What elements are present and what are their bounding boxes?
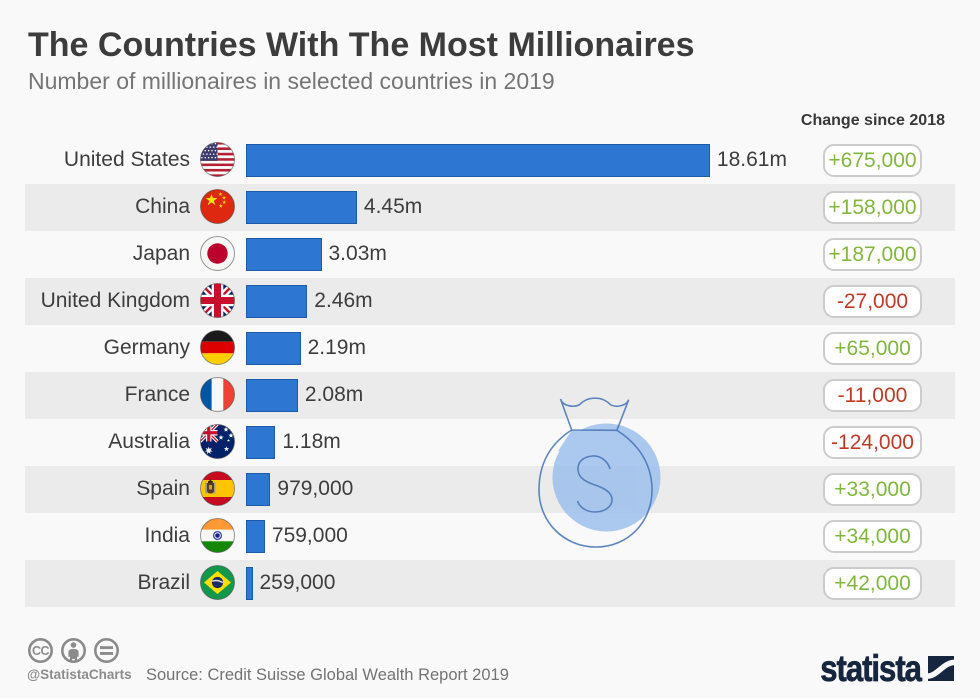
svg-text:CC: CC	[32, 644, 50, 658]
